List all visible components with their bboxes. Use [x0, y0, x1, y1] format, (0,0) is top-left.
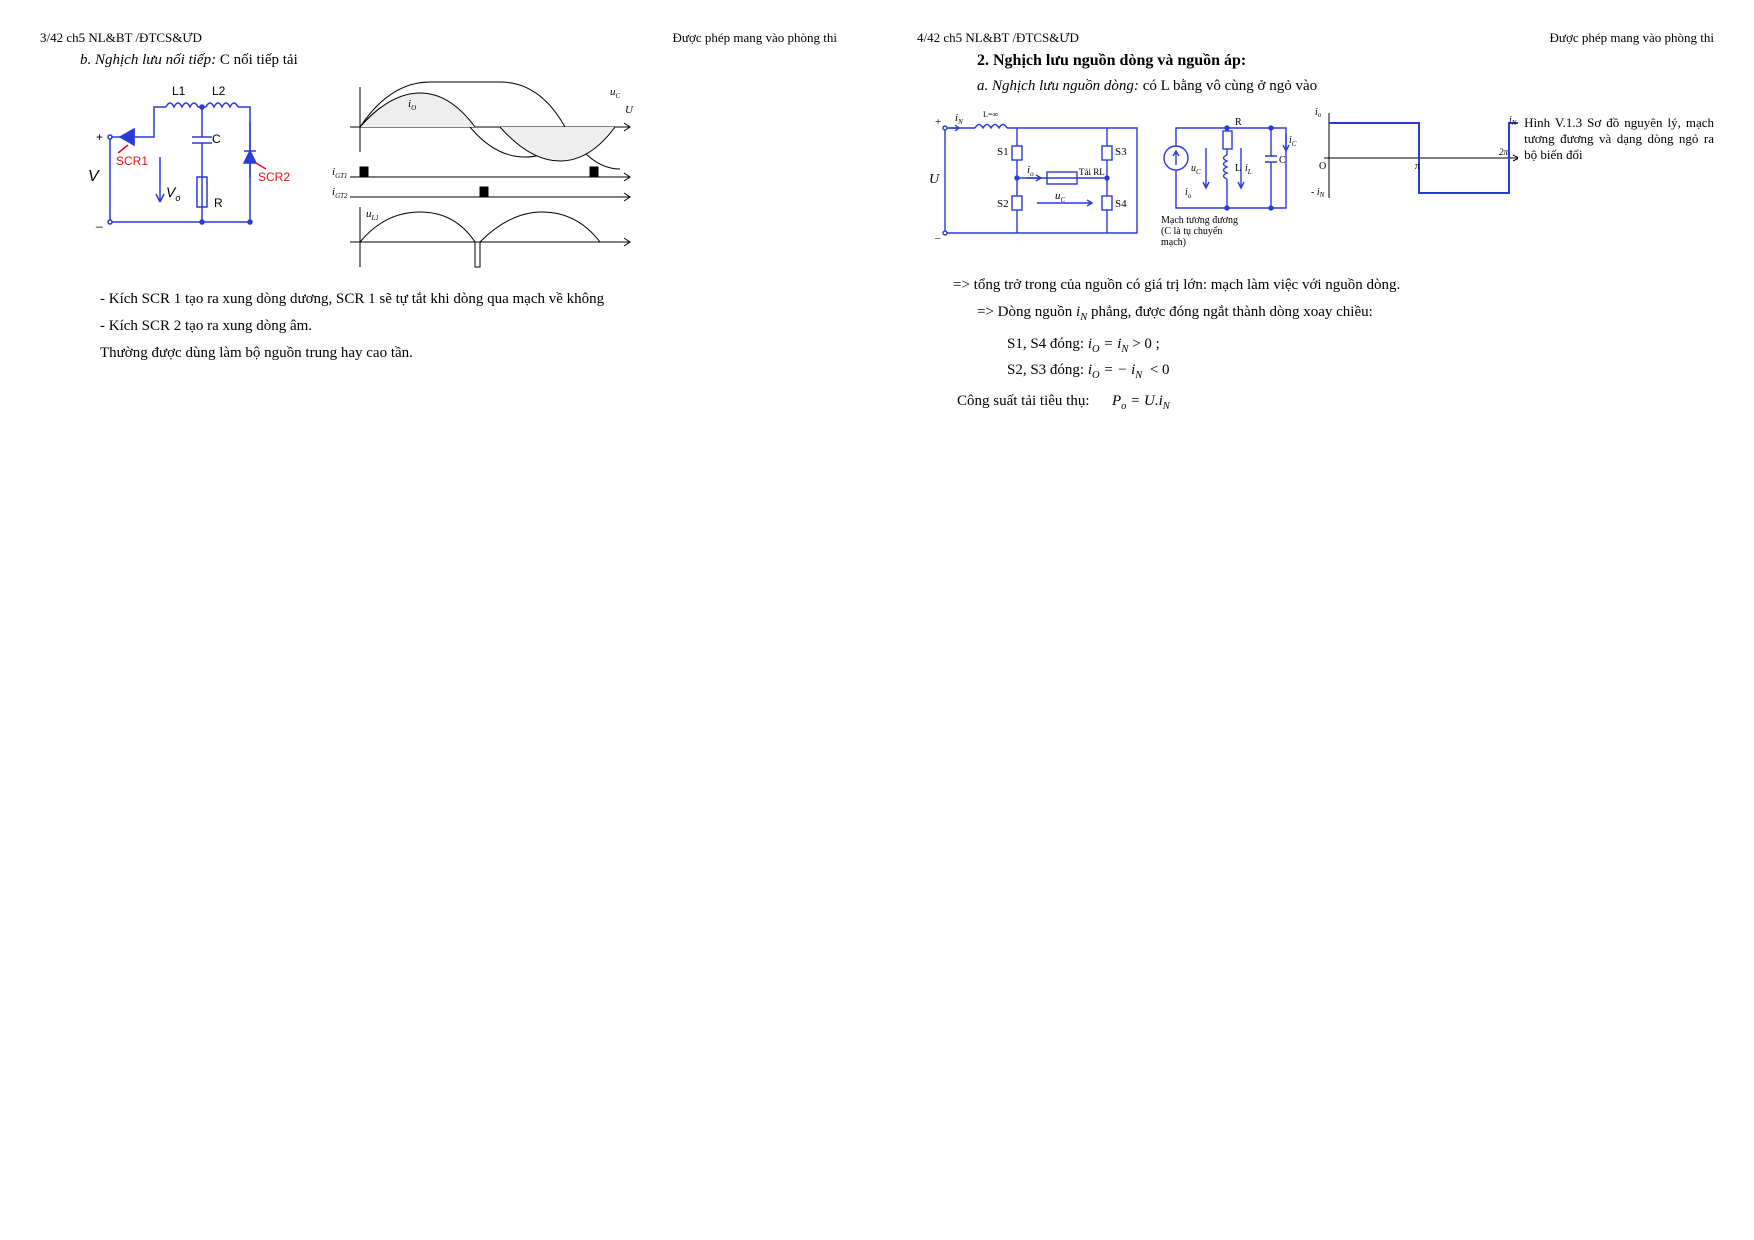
svg-text:_: _: [934, 228, 941, 240]
svg-text:iN: iN: [955, 112, 963, 126]
svg-text:Vo: Vo: [166, 184, 180, 203]
svg-text:iN: iN: [1509, 115, 1517, 127]
eq-row-1: S1, S4 đóng: iO = iN > 0 ;: [1007, 332, 1714, 359]
equiv-note: Mạch tương đương (C là tụ chuyển mạch): [1161, 215, 1240, 248]
svg-text:C: C: [1279, 155, 1286, 166]
para-3: Thường được dùng làm bộ nguồn trung hay …: [64, 343, 837, 364]
heading-2: 2. Nghịch lưu nguồn dòng và nguồn áp:: [977, 52, 1714, 70]
figure-caption: Hình V.1.3 Sơ đồ nguyên lý, mạch tương đ…: [1524, 115, 1714, 163]
waveform-diagram-left: uC U iO iGT1 iGT2 uL1: [330, 77, 650, 277]
svg-text:- iN: - iN: [1311, 187, 1325, 199]
svg-text:S3: S3: [1115, 146, 1127, 158]
para-1: - Kích SCR 1 tạo ra xung dòng dương, SCR…: [64, 289, 837, 310]
svg-text:S4: S4: [1115, 198, 1127, 210]
header-right-page: 4/42 ch5 NL&BT /ĐTCS&ƯD Được phép mang v…: [917, 30, 1714, 46]
sub-a: a. Nghịch lưu nguồn dòng: có L bằng vô c…: [977, 78, 1714, 95]
svg-text:+: +: [935, 116, 941, 128]
svg-text:io: io: [1027, 164, 1034, 178]
svg-text:uC: uC: [610, 86, 621, 100]
header-left-page: 3/42 ch5 NL&BT /ĐTCS&ƯD Được phép mang v…: [40, 30, 837, 46]
svg-text:L=∞: L=∞: [983, 110, 998, 119]
equivalent-circuit-diagram: R L C uC io iL iC Mạch tương đương (C là…: [1151, 103, 1303, 263]
page-right: 4/42 ch5 NL&BT /ĐTCS&ƯD Được phép mang v…: [877, 0, 1754, 451]
header-left: 3/42 ch5 NL&BT /ĐTCS&ƯD: [40, 30, 202, 46]
svg-text:+: +: [96, 130, 103, 144]
svg-text:iGT2: iGT2: [332, 186, 348, 200]
figure-row-left: L1 L2 C SCR1 SCR2 V + _ Vo R: [80, 77, 837, 277]
header-left-r: 4/42 ch5 NL&BT /ĐTCS&ƯD: [917, 30, 1079, 46]
svg-text:wt: wt: [1517, 155, 1518, 165]
svg-text:uC: uC: [1055, 190, 1066, 204]
svg-text:Tải RL: Tải RL: [1079, 167, 1105, 177]
power-line: Công suất tải tiêu thụ: Po = U.iN: [957, 391, 1714, 415]
para-dong: => Dòng nguồn iN phẳng, được đóng ngắt t…: [941, 302, 1714, 326]
svg-text:V: V: [88, 168, 100, 185]
para-2: - Kích SCR 2 tạo ra xung dòng âm.: [64, 316, 837, 337]
svg-text:SCR2: SCR2: [258, 170, 290, 184]
svg-text:io: io: [1185, 187, 1192, 200]
csi-bridge-diagram: + _ iN L=∞ S1 S3 S2 S4 U io Tải RL uC: [927, 103, 1145, 253]
circuit-diagram-left: L1 L2 C SCR1 SCR2 V + _ Vo R: [80, 77, 320, 267]
eq-row-2: S2, S3 đóng: iO = − iN < 0: [1007, 358, 1714, 385]
header-right-r: Được phép mang vào phòng thi: [1550, 30, 1714, 46]
para-impl: => tổng trở trong của nguồn có giá trị l…: [917, 275, 1714, 296]
svg-text:iC: iC: [1289, 135, 1297, 148]
svg-text:O: O: [1319, 161, 1326, 172]
svg-text:SCR1: SCR1: [116, 154, 148, 168]
svg-text:_: _: [95, 214, 103, 228]
svg-text:iL: iL: [1245, 163, 1252, 176]
svg-text:uC: uC: [1191, 163, 1201, 176]
svg-text:2π: 2π: [1499, 147, 1509, 157]
header-right: Được phép mang vào phòng thi: [673, 30, 837, 46]
output-waveform-diagram: io iN O π 2π wt - iN: [1309, 103, 1518, 213]
svg-text:S2: S2: [997, 198, 1009, 210]
svg-text:L1: L1: [172, 84, 186, 98]
section-b-title: b. Nghịch lưu nối tiếp: C nối tiếp tải: [80, 52, 837, 69]
svg-text:R: R: [1235, 117, 1242, 128]
svg-text:C: C: [212, 132, 221, 146]
svg-text:U: U: [625, 104, 634, 116]
svg-text:R: R: [214, 196, 223, 210]
figure-row-right: + _ iN L=∞ S1 S3 S2 S4 U io Tải RL uC: [927, 103, 1714, 263]
svg-text:U: U: [929, 172, 940, 187]
svg-text:π: π: [1415, 161, 1421, 172]
svg-text:uL1: uL1: [366, 208, 379, 222]
svg-text:iGT1: iGT1: [332, 166, 348, 180]
svg-text:S1: S1: [997, 146, 1009, 158]
page-left: 3/42 ch5 NL&BT /ĐTCS&ƯD Được phép mang v…: [0, 0, 877, 451]
svg-text:L: L: [1235, 163, 1241, 174]
svg-text:io: io: [1315, 107, 1322, 119]
svg-text:L2: L2: [212, 84, 226, 98]
